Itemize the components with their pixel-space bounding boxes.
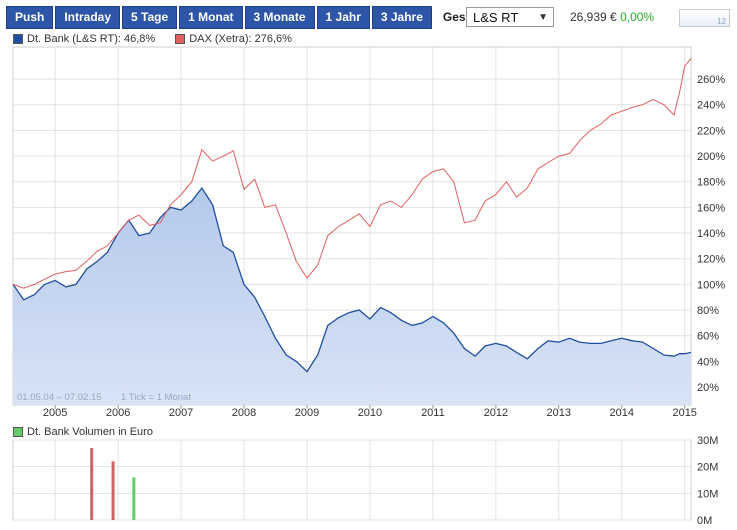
chevron-down-icon: ▼ (538, 12, 548, 23)
tab-3-monate[interactable]: 3 Monate (244, 6, 315, 29)
tab-5-tage[interactable]: 5 Tage (122, 6, 178, 29)
volume-chart: 0M 10M 20M 30M (12, 435, 718, 527)
exchange-select-value: L&S RT (473, 10, 519, 25)
x-tick-label: 2007 (169, 407, 193, 419)
legend-label: DAX (Xetra): 276,6% (189, 33, 292, 45)
quote: 26,939 € 0,00% (570, 10, 654, 24)
tab-intraday[interactable]: Intraday (55, 6, 121, 29)
x-tick-label: 2008 (232, 407, 256, 419)
volume-y-tick-label: 30M (697, 435, 718, 447)
sparkline-label: 12 (717, 17, 726, 26)
quote-price: 26,939 € (570, 10, 617, 24)
range-tabs: Push Intraday 5 Tage 1 Monat 3 Monate 1 Jahr 3… (6, 6, 496, 29)
y-tick-label: 120% (697, 254, 725, 266)
x-tick-label: 2013 (547, 407, 571, 419)
x-tick-label: 2012 (484, 407, 508, 419)
volume-legend-swatch (13, 427, 23, 437)
x-tick-label: 2005 (43, 407, 67, 419)
tab-1-jahr[interactable]: 1 Jahr (316, 6, 370, 29)
y-tick-label: 40% (697, 356, 719, 368)
volume-legend: Dt. Bank Volumen in Euro (13, 426, 153, 438)
y-tick-label: 60% (697, 331, 719, 343)
x-tick-label: 2011 (421, 407, 445, 419)
chart-series (12, 58, 692, 405)
volume-bar (132, 477, 136, 520)
y-tick-label: 180% (697, 177, 725, 189)
y-tick-label: 160% (697, 202, 725, 214)
exchange-select[interactable]: L&S RT ▼ (466, 7, 554, 27)
series-area-dt-bank (13, 188, 691, 405)
volume-y-tick-label: 20M (697, 462, 718, 474)
legend-item[interactable]: Dt. Bank (L&S RT): 46,8% (13, 33, 155, 45)
x-axis: 2005 2006 2007 2008 2009 2010 2011 2012 2013 2014… (43, 405, 697, 419)
y-tick-label: 20% (697, 382, 719, 394)
legend-swatch (13, 34, 23, 44)
series-line-dax (12, 58, 692, 289)
x-tick-label: 2010 (358, 407, 382, 419)
volume-y-tick-label: 0M (697, 515, 712, 527)
legend-label: Dt. Bank (L&S RT): 46,8% (27, 33, 156, 45)
legend-item[interactable]: DAX (Xetra): 276,6% (175, 33, 292, 45)
x-tick-label: 2006 (106, 407, 130, 419)
tick-note: 1 Tick = 1 Monat (121, 392, 191, 403)
y-tick-label: 260% (697, 74, 725, 86)
volume-bar (111, 461, 115, 520)
quote-change: 0,00% (620, 10, 655, 24)
x-tick-label: 2009 (295, 407, 319, 419)
volume-legend-label: Dt. Bank Volumen in Euro (27, 426, 153, 438)
tab-push[interactable]: Push (6, 6, 54, 29)
volume-bar (90, 448, 94, 520)
x-tick-label: 2014 (610, 407, 634, 419)
volume-y-tick-label: 10M (697, 488, 718, 500)
x-tick-label: 2015 (672, 407, 696, 419)
y-tick-label: 240% (697, 100, 725, 112)
sparkline-thumbnail[interactable]: 12 (679, 9, 730, 27)
y-tick-label: 80% (697, 305, 719, 317)
legend-swatch (175, 34, 186, 44)
chart-legend: Dt. Bank (L&S RT): 46,8% DAX (Xetra): 276… (13, 33, 292, 45)
range-note: 01.05.04 – 07.02.15 (17, 392, 102, 403)
y-tick-label: 140% (697, 228, 725, 240)
tab-1-monat[interactable]: 1 Monat (179, 6, 243, 29)
y-tick-label: 220% (697, 125, 725, 137)
tab-3-jahre[interactable]: 3 Jahre (371, 6, 432, 29)
y-tick-label: 200% (697, 151, 725, 163)
y-axis: 20% 40% 60% 80% 100% 120% 140% 160% 180% 200% 220%… (697, 74, 725, 394)
volume-plot-area (12, 439, 692, 521)
y-tick-label: 100% (697, 279, 725, 291)
